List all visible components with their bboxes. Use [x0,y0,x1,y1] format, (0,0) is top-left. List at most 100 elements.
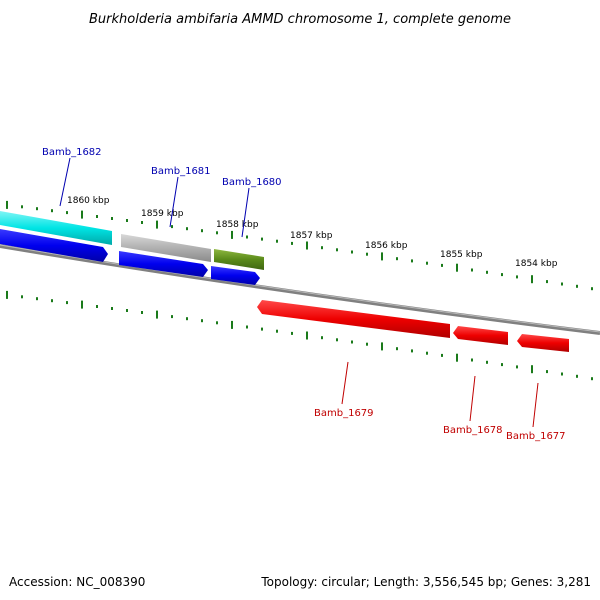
upper-track-minor-tick [441,263,443,267]
upper-track-minor-tick [246,235,248,239]
upper-track-minor-tick [351,250,353,254]
lower-track-major-tick [6,290,8,299]
orf-arrow-1[interactable] [0,229,108,262]
gene-bamb-1682[interactable] [0,211,112,245]
lower-track-minor-tick [276,329,278,333]
lower-track-minor-tick [351,340,353,344]
lower-track-minor-tick [186,317,188,321]
lower-track-minor-tick [501,363,503,367]
lower-track-minor-tick [246,325,248,329]
upper-track-major-tick [6,200,8,209]
lower-track-minor-tick [396,347,398,351]
gene-label-bamb-1678: Bamb_1678 [443,425,503,436]
upper-tick-track [6,200,593,291]
upper-track-minor-tick [126,219,128,222]
lower-track-minor-tick [441,353,443,357]
upper-track-major-tick [81,210,83,219]
lower-track-minor-tick [201,319,203,323]
lower-tick-track [6,290,593,381]
lower-track-minor-tick [126,309,128,312]
gene-bamb-1681[interactable] [121,234,211,262]
upper-track-minor-tick [276,239,278,243]
lower-track-major-tick [531,365,533,374]
tick-label-1859: 1859 kbp [141,209,184,219]
upper-track-minor-tick [186,227,188,231]
upper-track-minor-tick [141,221,143,224]
lower-track-minor-tick [561,372,563,376]
upper-track-major-tick [306,241,308,250]
lower-track-minor-tick [21,295,23,299]
lower-track-major-tick [156,310,158,319]
upper-track-minor-tick [291,241,293,245]
upper-track-major-tick [231,230,233,239]
tick-label-1855: 1855 kbp [440,250,483,260]
upper-track-minor-tick [486,270,488,274]
lower-track-minor-tick [411,349,413,353]
upper-track-minor-tick [426,261,428,265]
tick-label-1858: 1858 kbp [216,220,259,230]
upper-track-major-tick [156,220,158,229]
upper-track-minor-tick [471,268,473,272]
lower-track-minor-tick [171,315,173,319]
lower-track-minor-tick [576,374,578,378]
lower-track-minor-tick [261,327,263,331]
map-title: Burkholderia ambifaria AMMD chromosome 1… [89,12,511,27]
lower-track-minor-tick [486,360,488,364]
upper-track-minor-tick [516,275,518,279]
lower-track-minor-tick [216,321,218,325]
upper-track-minor-tick [501,273,503,277]
gene-label-bamb-1677: Bamb_1677 [506,431,566,442]
lower-track-minor-tick [291,331,293,335]
upper-track-minor-tick [396,257,398,261]
upper-track-major-tick [381,252,383,261]
orf-arrow-3[interactable] [211,266,260,285]
lower-track-minor-tick [321,336,323,340]
upper-track-minor-tick [51,209,53,213]
upper-track-minor-tick [201,229,203,233]
gene-bamb-1679[interactable] [257,300,450,338]
summary-text: Topology: circular; Length: 3,556,545 bp… [260,575,591,589]
upper-track-minor-tick [21,205,23,209]
lower-track-minor-tick [336,338,338,342]
lower-track-minor-tick [96,305,98,308]
tick-label-1854: 1854 kbp [515,259,558,269]
backbone-line [0,244,600,335]
gene-label-bamb-1681: Bamb_1681 [151,166,211,177]
upper-track-major-tick [456,263,458,272]
accession-text: Accession: NC_008390 [9,575,145,589]
gene-label-bamb-1682: Bamb_1682 [42,147,102,158]
upper-track-minor-tick [411,259,413,263]
tick-label-1856: 1856 kbp [365,241,408,251]
upper-track-minor-tick [261,237,263,241]
gene-bamb-1680[interactable] [214,249,264,270]
lower-track-major-tick [231,320,233,329]
upper-track-minor-tick [366,252,368,256]
upper-track-minor-tick [591,287,593,291]
gene-bamb-1678[interactable] [453,326,508,345]
lower-track-minor-tick [591,377,593,381]
upper-track-minor-tick [216,231,218,235]
upper-track-minor-tick [561,282,563,286]
gene-bamb-1677[interactable] [517,334,569,352]
orf-arrow-2[interactable] [119,251,208,277]
tick-label-1860: 1860 kbp [67,196,110,206]
lower-track-minor-tick [111,307,113,310]
upper-track-minor-tick [171,225,173,229]
upper-track-minor-tick [321,246,323,250]
lower-track-minor-tick [366,342,368,346]
lower-track-minor-tick [516,365,518,369]
lower-track-major-tick [381,342,383,351]
upper-track-minor-tick [546,280,548,284]
lower-track-minor-tick [36,297,38,301]
upper-track-minor-tick [336,248,338,252]
lower-track-major-tick [456,353,458,362]
upper-track-minor-tick [111,217,113,220]
upper-track-major-tick [531,275,533,284]
lower-track-major-tick [306,331,308,340]
lower-track-minor-tick [141,311,143,314]
lower-track-minor-tick [426,351,428,355]
lower-track-minor-tick [51,299,53,303]
leader-lines [59,157,539,428]
lower-track-minor-tick [66,301,68,305]
